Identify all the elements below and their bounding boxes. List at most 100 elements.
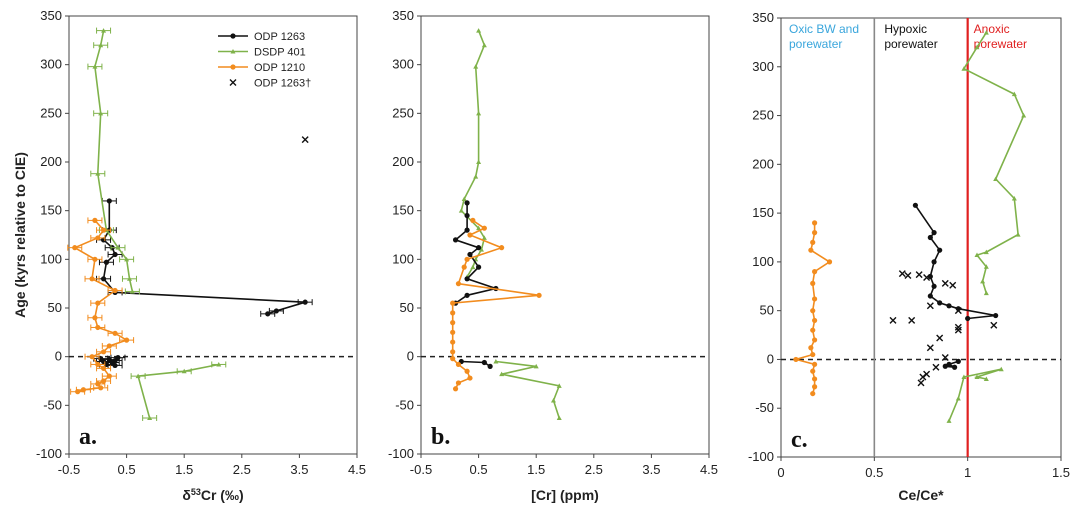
data-point — [481, 359, 487, 366]
data-point — [216, 361, 222, 367]
legend-marker — [230, 33, 236, 39]
y-tick-label: 100 — [392, 251, 414, 266]
data-point — [923, 274, 931, 281]
data-point — [919, 373, 927, 381]
y-axis-label: Age (kyrs relative to CIE) — [12, 152, 28, 318]
series-odp-1263 — [912, 202, 999, 322]
data-point — [106, 343, 112, 349]
plot-frame — [420, 15, 710, 455]
data-point — [932, 363, 940, 371]
data-point — [993, 312, 999, 319]
data-point — [952, 364, 958, 370]
data-point — [464, 256, 470, 262]
x-tick-label: 0.5 — [118, 462, 136, 477]
data-point — [499, 371, 505, 377]
data-point — [103, 259, 110, 265]
y-tick-label: 200 — [752, 156, 774, 171]
data-point — [455, 361, 462, 368]
y-tick-label: 100 — [40, 251, 62, 266]
y-tick-label: 350 — [752, 10, 774, 25]
y-tick-label: -100 — [36, 446, 62, 461]
x-tick-label: 0.5 — [470, 462, 488, 477]
data-point — [550, 397, 556, 403]
x-tick-label: 4.5 — [348, 462, 366, 477]
series-odp-1263 — [452, 200, 499, 306]
series-line — [948, 368, 1002, 422]
x-tick-label: 1.5 — [1052, 465, 1070, 480]
data-point — [810, 390, 816, 397]
data-point — [926, 302, 934, 310]
data-point — [470, 217, 476, 223]
data-point — [927, 234, 933, 241]
y-tick-label: 300 — [752, 59, 774, 74]
data-point — [912, 202, 919, 208]
data-point — [810, 308, 816, 314]
data-point — [974, 252, 980, 258]
data-point — [464, 227, 470, 233]
data-point — [487, 363, 493, 369]
data-point — [983, 249, 989, 255]
data-point — [812, 269, 818, 275]
x-tick-label: 1 — [964, 465, 971, 480]
y-tick-label: 0 — [407, 349, 414, 364]
panel-c: -100 -50 0 50 100 150 200 250 300 350 0 0.5 1 1.5 Ce/C… — [748, 10, 1070, 503]
data-point — [92, 64, 98, 69]
data-point — [112, 330, 118, 336]
panel-b: -100 -50 0 50 100 150 200 250 300 350 -0.5 0.5 1.5 2.… — [388, 8, 718, 503]
data-point — [106, 198, 112, 204]
y-tick-label: 100 — [752, 254, 774, 269]
legend-entry: ODP 1263† — [254, 78, 311, 90]
data-point — [95, 361, 101, 368]
data-point — [476, 225, 482, 231]
data-point — [115, 245, 121, 250]
panel-label: a. — [79, 424, 97, 450]
data-point — [941, 353, 949, 361]
data-point — [955, 358, 961, 364]
y-tick-label: 50 — [48, 300, 62, 315]
data-point — [100, 378, 107, 384]
data-point — [955, 395, 961, 401]
data-point — [793, 356, 799, 363]
data-point — [812, 296, 818, 302]
y-tick-label: 250 — [392, 105, 414, 120]
data-point — [954, 326, 962, 334]
series-dsdp-401 — [961, 30, 1027, 296]
data-point — [95, 324, 101, 331]
data-point — [461, 196, 467, 201]
data-point — [812, 376, 818, 382]
y-tick-label: 300 — [392, 57, 414, 72]
data-point — [942, 363, 948, 369]
zone-label: Anoxic — [974, 22, 1010, 36]
series-dsdp-401 — [87, 27, 140, 295]
data-point — [452, 237, 459, 243]
data-point — [812, 384, 818, 390]
panel-a: -100 -50 0 50 100 150 200 250 300 350 -0.5 0.5 1.5 2.… — [12, 8, 366, 503]
x-tick-label: 0 — [777, 465, 784, 480]
x-axis-label: Ce/Ce* — [898, 487, 944, 503]
y-tick-label: -100 — [748, 449, 774, 464]
legend-entry: DSDP 401 — [254, 47, 306, 59]
legend-marker — [229, 79, 237, 86]
data-point — [302, 299, 308, 305]
y-tick-label: 200 — [392, 154, 414, 169]
data-point — [473, 64, 479, 69]
data-point — [112, 362, 118, 369]
data-point — [181, 368, 187, 374]
data-point — [954, 307, 962, 315]
data-point — [812, 337, 818, 343]
data-point — [983, 376, 989, 381]
data-point — [1011, 195, 1017, 201]
data-point — [983, 290, 989, 296]
y-tick-label: -50 — [43, 397, 62, 412]
legend-entry: ODP 1210 — [254, 62, 305, 74]
data-point — [112, 287, 118, 294]
data-point — [112, 251, 118, 258]
data-point — [450, 339, 456, 345]
data-point — [98, 42, 104, 48]
x-tick-label: -0.5 — [58, 462, 80, 477]
x-tick-label: 4.5 — [700, 462, 718, 477]
data-point — [983, 264, 989, 269]
zone-label: Hypoxic — [884, 22, 927, 36]
